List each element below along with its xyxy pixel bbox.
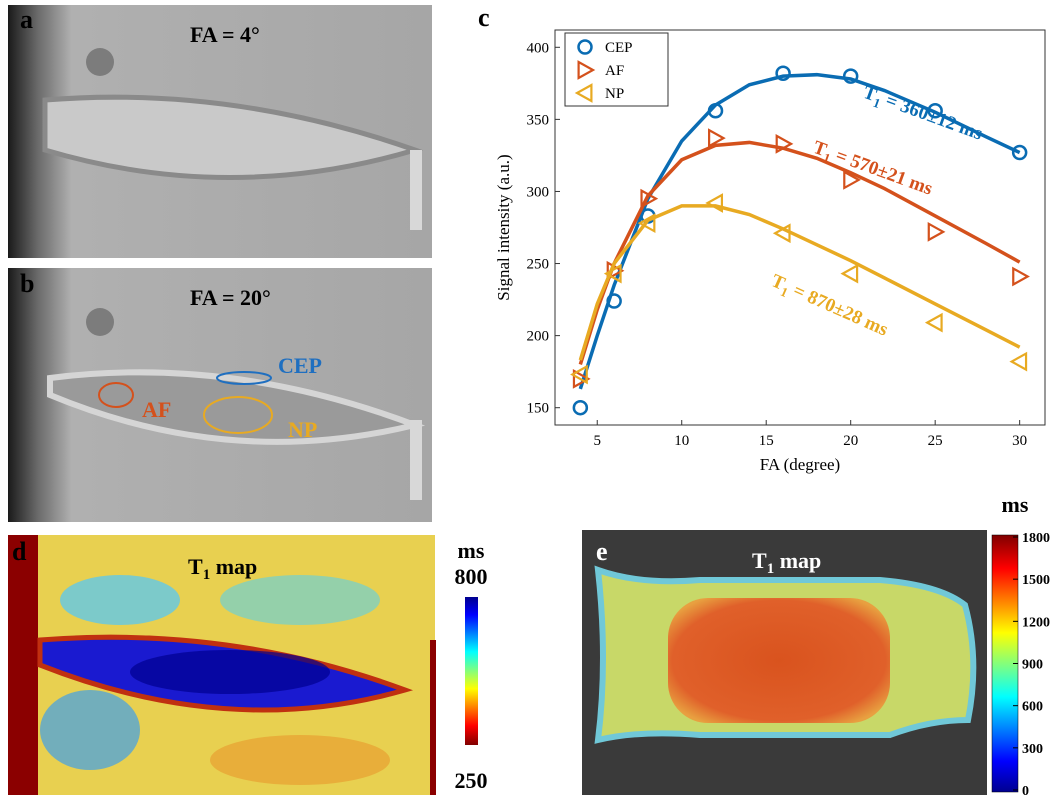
fit-annotation: T1 = 360±12 ms — [859, 82, 985, 147]
colorbar-tick-label: 900 — [1022, 658, 1043, 673]
data-point — [929, 224, 943, 240]
fit-annotation: T1 = 570±21 ms — [809, 137, 935, 202]
y-axis-label: Signal intensity (a.u.) — [494, 154, 513, 300]
colorbar-tick-label: 1800 — [1022, 531, 1050, 546]
x-tick-label: 5 — [593, 433, 601, 449]
data-point — [927, 315, 941, 331]
panel-e: 0 300 600 900 1200 1500 1800 ms e T1 map — [582, 492, 1050, 799]
x-tick-label: 30 — [1012, 433, 1027, 449]
panel-title: T1 map — [752, 548, 821, 577]
colorbar-unit: ms — [1002, 492, 1029, 517]
x-tick-label: 20 — [843, 433, 858, 449]
y-tick-label: 250 — [527, 257, 550, 273]
title-part: T — [188, 554, 203, 579]
title-sub: 1 — [767, 561, 775, 577]
colorbar-ticks: 0 300 600 900 1200 1500 1800 — [1013, 531, 1050, 799]
image-feature — [410, 420, 422, 500]
image-feature — [410, 150, 422, 230]
chart: 5 10 15 20 25 30 150 200 250 300 350 400 FA (degree)… — [494, 30, 1045, 474]
y-tick-label: 200 — [527, 329, 550, 345]
legend-label: CEP — [605, 40, 633, 56]
title-sub: 1 — [203, 567, 211, 583]
roi-label: NP — [288, 417, 317, 442]
panel-label: b — [20, 269, 34, 298]
legend-label: NP — [605, 86, 624, 102]
colorbar-max: 800 — [455, 564, 488, 589]
colorbar-unit: ms — [458, 538, 485, 563]
image-feature — [130, 650, 330, 694]
panel-label: e — [596, 537, 608, 566]
y-tick-label: 150 — [527, 401, 550, 417]
image-feature — [430, 640, 436, 795]
panel-label: d — [12, 537, 27, 566]
data-point — [1013, 269, 1027, 285]
panel-a: a FA = 4° — [8, 5, 432, 258]
x-tick-label: 25 — [928, 433, 943, 449]
figure: a FA = 4° CEP AF NP b FA = 20° c ms 800 … — [0, 0, 1051, 799]
image-feature — [86, 308, 114, 336]
image-feature — [220, 575, 380, 625]
colorbar-tick-label: 1500 — [1022, 573, 1050, 588]
panel-label: c — [478, 3, 490, 32]
colorbar — [465, 597, 478, 745]
colorbar-tick-label: 300 — [1022, 742, 1043, 757]
data-point — [708, 195, 722, 211]
data-point — [843, 266, 857, 282]
image-feature — [60, 575, 180, 625]
y-tick-label: 350 — [527, 112, 550, 128]
colorbar-min: 250 — [455, 768, 488, 793]
legend-label: AF — [605, 63, 624, 79]
image-feature — [86, 48, 114, 76]
data-point — [1012, 354, 1026, 370]
roi-label: AF — [142, 397, 171, 422]
image-feature — [8, 535, 38, 795]
x-tick-label: 10 — [674, 433, 689, 449]
annotation-part: = 870±28 ms — [785, 278, 891, 340]
image-feature — [210, 735, 390, 785]
fit-annotation: T1 = 870±28 ms — [767, 270, 891, 343]
y-tick-label: 400 — [527, 40, 550, 56]
panel-title: T1 map — [188, 554, 257, 583]
title-part: map — [774, 548, 821, 573]
panel-label: a — [20, 5, 33, 34]
colorbar-tick-label: 0 — [1022, 784, 1029, 799]
panel-title: FA = 4° — [190, 22, 260, 47]
data-point — [574, 401, 587, 414]
fit-curve — [580, 142, 1019, 364]
x-axis-label: FA (degree) — [760, 455, 840, 474]
annotation-part: = 360±12 ms — [878, 89, 985, 145]
panel-title: FA = 20° — [190, 285, 271, 310]
colorbar-tick-label: 600 — [1022, 700, 1043, 715]
panel-b: CEP AF NP b FA = 20° — [8, 268, 432, 522]
roi-label: CEP — [278, 353, 322, 378]
image-feature — [40, 690, 140, 770]
y-tick-label: 300 — [527, 184, 550, 200]
x-tick-label: 15 — [759, 433, 774, 449]
sample-core — [668, 598, 890, 723]
colorbar-tick-label: 1200 — [1022, 615, 1050, 630]
title-part: map — [210, 554, 257, 579]
panel-d: ms 800 250 d T1 map — [8, 535, 488, 795]
title-part: T — [752, 548, 767, 573]
